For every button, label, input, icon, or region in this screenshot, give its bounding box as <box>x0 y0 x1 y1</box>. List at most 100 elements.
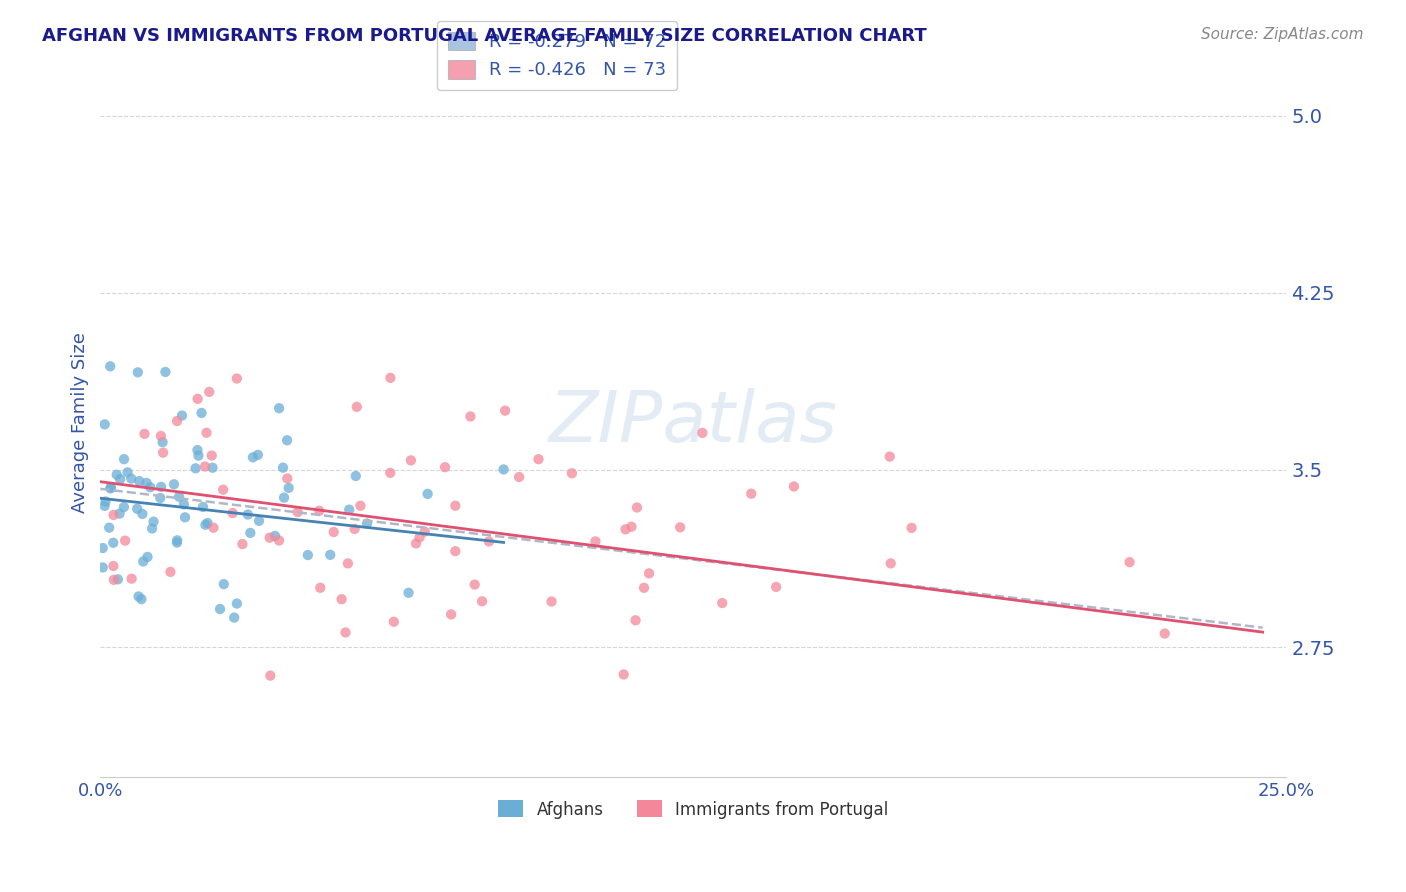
Point <box>103 573 125 587</box>
Point <box>880 557 903 571</box>
Point <box>264 529 287 543</box>
Point <box>405 536 427 550</box>
Point <box>194 517 217 532</box>
Point <box>346 400 368 414</box>
Point <box>259 531 281 545</box>
Point <box>444 544 467 558</box>
Point <box>765 580 787 594</box>
Point <box>408 530 430 544</box>
Point <box>399 453 422 467</box>
Point <box>166 535 188 549</box>
Point <box>508 470 530 484</box>
Point <box>380 371 402 385</box>
Point <box>322 524 344 539</box>
Point <box>413 524 436 539</box>
Point <box>186 443 208 458</box>
Point <box>170 409 193 423</box>
Point <box>494 403 516 417</box>
Point <box>349 499 371 513</box>
Point <box>93 499 115 513</box>
Point <box>308 504 330 518</box>
Point <box>100 480 122 494</box>
Point <box>141 521 163 535</box>
Point <box>221 506 243 520</box>
Point <box>613 667 636 681</box>
Text: ZIPatlas: ZIPatlas <box>548 388 838 458</box>
Point <box>297 548 319 562</box>
Point <box>135 475 157 490</box>
Point <box>620 520 643 534</box>
Point <box>127 365 149 379</box>
Point <box>239 525 262 540</box>
Point <box>464 577 486 591</box>
Point <box>173 497 195 511</box>
Legend: Afghans, Immigrants from Portugal: Afghans, Immigrants from Portugal <box>492 794 896 825</box>
Point <box>194 459 217 474</box>
Point <box>225 597 247 611</box>
Point <box>212 577 235 591</box>
Point <box>163 477 186 491</box>
Point <box>198 384 221 399</box>
Point <box>478 534 501 549</box>
Point <box>330 592 353 607</box>
Point <box>166 533 188 548</box>
Point <box>398 586 420 600</box>
Point <box>105 467 128 482</box>
Point <box>416 487 439 501</box>
Point <box>269 401 291 416</box>
Point <box>150 480 173 494</box>
Point <box>273 491 295 505</box>
Point <box>335 625 357 640</box>
Point <box>337 502 360 516</box>
Point <box>149 429 172 443</box>
Point <box>380 466 402 480</box>
Point <box>471 594 494 608</box>
Point <box>139 480 162 494</box>
Point <box>561 467 583 481</box>
Point <box>669 520 692 534</box>
Point <box>108 507 131 521</box>
Point <box>190 406 212 420</box>
Point <box>94 494 117 508</box>
Point <box>1118 555 1140 569</box>
Point <box>132 554 155 568</box>
Point <box>711 596 734 610</box>
Point <box>91 560 114 574</box>
Point <box>128 590 150 604</box>
Point <box>103 559 125 574</box>
Point <box>356 516 378 531</box>
Point <box>121 572 143 586</box>
Point <box>98 521 121 535</box>
Point <box>444 499 467 513</box>
Point <box>134 426 156 441</box>
Point <box>131 507 153 521</box>
Point <box>633 581 655 595</box>
Point <box>131 592 153 607</box>
Point <box>152 435 174 450</box>
Point <box>527 452 550 467</box>
Point <box>434 460 457 475</box>
Point <box>166 414 188 428</box>
Point <box>212 483 235 497</box>
Point <box>460 409 482 424</box>
Point <box>202 521 225 535</box>
Point <box>187 392 209 406</box>
Point <box>287 505 309 519</box>
Point <box>108 472 131 486</box>
Point <box>267 533 290 548</box>
Point <box>246 448 269 462</box>
Point <box>117 465 139 479</box>
Point <box>614 522 637 536</box>
Point <box>103 508 125 522</box>
Point <box>319 548 342 562</box>
Point <box>107 572 129 586</box>
Point <box>336 557 359 571</box>
Point <box>440 607 463 622</box>
Point <box>195 425 218 440</box>
Point <box>159 565 181 579</box>
Point <box>128 474 150 488</box>
Point <box>382 615 405 629</box>
Point <box>247 514 270 528</box>
Point <box>184 461 207 475</box>
Point <box>879 450 901 464</box>
